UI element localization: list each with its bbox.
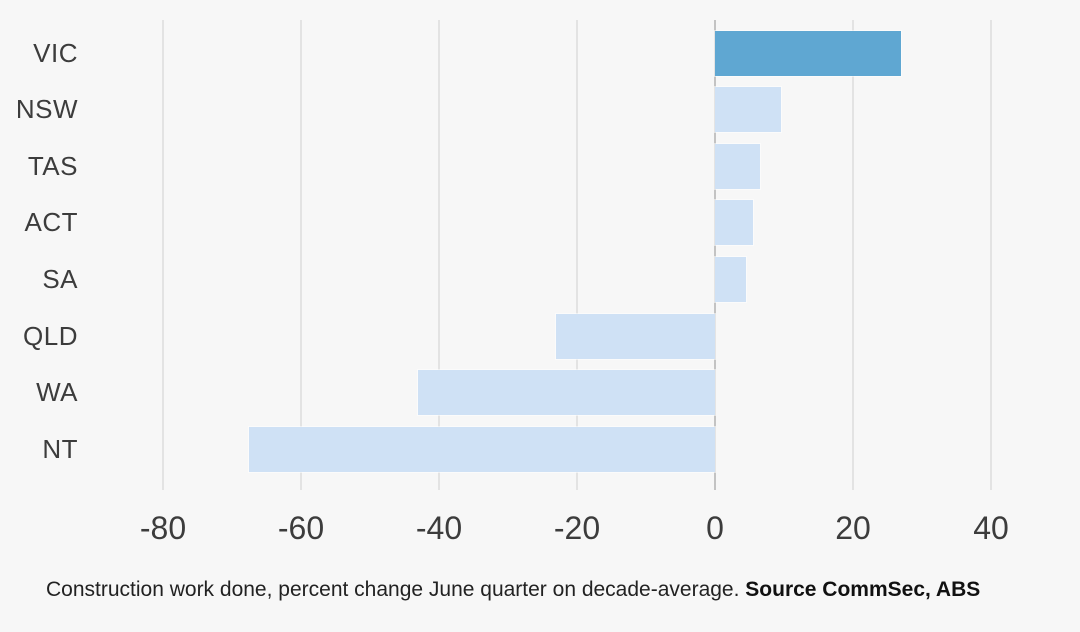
category-label-vic: VIC [33, 37, 78, 68]
chart-caption: Construction work done, percent change J… [46, 578, 1036, 602]
gridline [990, 20, 992, 490]
caption-source: Source CommSec, ABS [745, 578, 981, 601]
gridline [437, 20, 440, 490]
bar-qld [556, 313, 715, 359]
y-axis-category-labels: VIC NSW TAS ACT SA QLD WA NT [0, 20, 78, 490]
x-tick-label--80: -80 [139, 510, 187, 546]
plot-area [162, 20, 992, 490]
gridline [299, 20, 302, 490]
category-label-sa: SA [42, 263, 78, 294]
category-label-act: ACT [24, 207, 78, 238]
x-tick-label--20: -20 [553, 510, 601, 546]
bar-sa [714, 256, 747, 302]
x-tick-label--40: -40 [415, 510, 463, 546]
category-label-tas: TAS [27, 150, 78, 181]
category-label-nt: NT [42, 433, 78, 464]
x-axis-tick-labels: -80 -60 -40 -20 0 20 40 [140, 505, 1009, 551]
gridline [162, 20, 164, 490]
bar-act [714, 200, 753, 246]
x-tick-label-40: 40 [973, 510, 1009, 546]
gridline [576, 20, 578, 490]
x-tick-label-0: 0 [706, 510, 724, 546]
bar-wa [418, 370, 715, 416]
bar-tas [714, 143, 760, 189]
category-label-wa: WA [36, 377, 78, 408]
gridline [852, 20, 854, 490]
x-tick-label-20: 20 [835, 510, 871, 546]
bar-nsw [714, 87, 781, 133]
caption-text: Construction work done, percent change J… [46, 578, 746, 601]
x-tick-label--60: -60 [277, 510, 325, 546]
category-label-qld: QLD [23, 320, 78, 351]
bar-nt [249, 426, 715, 472]
bar-vic [714, 30, 902, 76]
category-label-nsw: NSW [15, 94, 78, 125]
zero-axis-line [713, 20, 716, 490]
